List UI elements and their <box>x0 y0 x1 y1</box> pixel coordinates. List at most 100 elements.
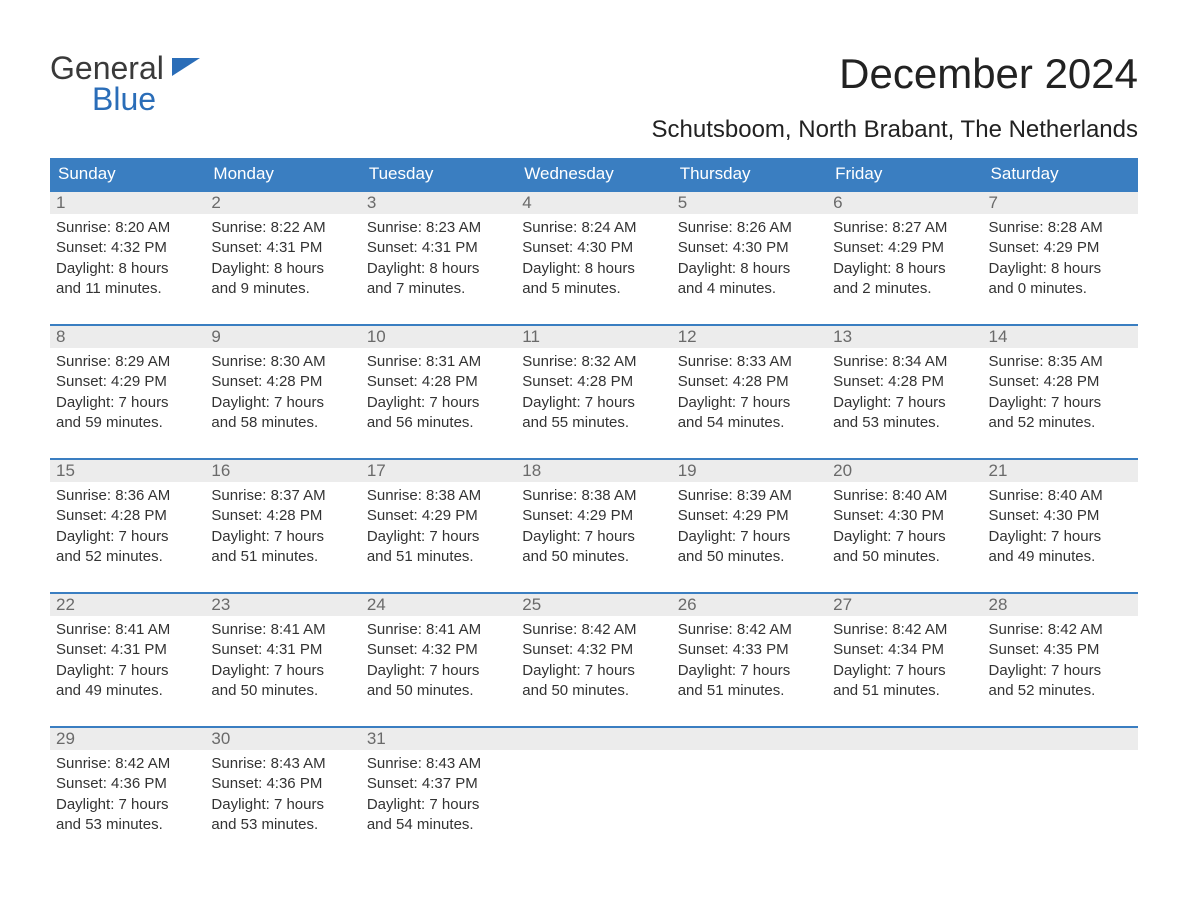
day-content-row: Sunrise: 8:36 AMSunset: 4:28 PMDaylight:… <box>50 482 1138 586</box>
day-number: 28 <box>983 594 1138 616</box>
sunset-text: Sunset: 4:28 PM <box>833 372 976 392</box>
month-title: December 2024 <box>652 50 1139 98</box>
sunset-text: Sunset: 4:28 PM <box>56 506 199 526</box>
day-number: 17 <box>361 460 516 482</box>
calendar-page: General Blue December 2024 Schutsboom, N… <box>0 0 1188 884</box>
day-number: 29 <box>50 728 205 750</box>
sunrise-text: Sunrise: 8:37 AM <box>211 486 354 506</box>
flag-icon <box>172 58 202 85</box>
day-number: 12 <box>672 326 827 348</box>
sunset-text: Sunset: 4:29 PM <box>989 238 1132 258</box>
sunset-text: Sunset: 4:31 PM <box>56 640 199 660</box>
sunrise-text: Sunrise: 8:40 AM <box>989 486 1132 506</box>
daylight-line-1: Daylight: 7 hours <box>367 661 510 681</box>
day-cell: Sunrise: 8:26 AMSunset: 4:30 PMDaylight:… <box>672 214 827 318</box>
dow-wednesday: Wednesday <box>516 158 671 190</box>
daylight-line-1: Daylight: 7 hours <box>56 795 199 815</box>
week-row: 891011121314Sunrise: 8:29 AMSunset: 4:29… <box>50 324 1138 452</box>
daylight-line-1: Daylight: 7 hours <box>678 527 821 547</box>
sunset-text: Sunset: 4:28 PM <box>522 372 665 392</box>
daylight-line-1: Daylight: 7 hours <box>211 661 354 681</box>
dow-saturday: Saturday <box>983 158 1138 190</box>
daylight-line-1: Daylight: 7 hours <box>833 527 976 547</box>
daylight-line-2: and 54 minutes. <box>678 413 821 433</box>
sunrise-text: Sunrise: 8:36 AM <box>56 486 199 506</box>
sunrise-text: Sunrise: 8:42 AM <box>678 620 821 640</box>
sunset-text: Sunset: 4:28 PM <box>989 372 1132 392</box>
sunrise-text: Sunrise: 8:42 AM <box>989 620 1132 640</box>
day-number <box>672 728 827 750</box>
header: General Blue December 2024 Schutsboom, N… <box>50 50 1138 144</box>
sunset-text: Sunset: 4:32 PM <box>522 640 665 660</box>
daylight-line-2: and 51 minutes. <box>833 681 976 701</box>
day-content-row: Sunrise: 8:20 AMSunset: 4:32 PM Daylight:… <box>50 214 1138 318</box>
daylight-line-2: and 4 minutes. <box>678 279 821 299</box>
day-cell: Sunrise: 8:27 AMSunset: 4:29 PMDaylight:… <box>827 214 982 318</box>
daylight-line-1: Daylight: 7 hours <box>989 393 1132 413</box>
day-cell: Sunrise: 8:43 AMSunset: 4:37 PMDaylight:… <box>361 750 516 854</box>
daylight-line-2: and 53 minutes. <box>56 815 199 835</box>
day-number: 6 <box>827 192 982 214</box>
sunset-text: Sunset: 4:31 PM <box>211 640 354 660</box>
day-cell: Sunrise: 8:38 AMSunset: 4:29 PMDaylight:… <box>361 482 516 586</box>
sunrise-text: Sunrise: 8:20 AM <box>56 218 199 238</box>
daylight-line-2: and 58 minutes. <box>211 413 354 433</box>
day-number: 9 <box>205 326 360 348</box>
daylight-line-2: and 52 minutes. <box>56 547 199 567</box>
day-number: 8 <box>50 326 205 348</box>
day-number: 14 <box>983 326 1138 348</box>
sunrise-text: Sunrise: 8:41 AM <box>367 620 510 640</box>
sunrise-text: Sunrise: 8:23 AM <box>367 218 510 238</box>
daylight-line-1: Daylight: 7 hours <box>522 661 665 681</box>
brand-logo: General Blue <box>50 50 202 118</box>
sunset-text: Sunset: 4:35 PM <box>989 640 1132 660</box>
daylight-line-1: Daylight: 7 hours <box>56 661 199 681</box>
day-cell: Sunrise: 8:42 AMSunset: 4:36 PMDaylight:… <box>50 750 205 854</box>
sunrise-text: Sunrise: 8:32 AM <box>522 352 665 372</box>
brand-word-2: Blue <box>92 81 164 118</box>
sunrise-text: Sunrise: 8:43 AM <box>211 754 354 774</box>
day-number: 10 <box>361 326 516 348</box>
day-number: 18 <box>516 460 671 482</box>
day-number: 3 <box>361 192 516 214</box>
day-number: 5 <box>672 192 827 214</box>
day-number: 7 <box>983 192 1138 214</box>
daylight-line-1: Daylight: 7 hours <box>211 393 354 413</box>
sunset-text: Sunset: 4:29 PM <box>367 506 510 526</box>
day-cell: Sunrise: 8:33 AMSunset: 4:28 PMDaylight:… <box>672 348 827 452</box>
daylight-line-1: Daylight: 7 hours <box>56 527 199 547</box>
sunrise-text: Sunrise: 8:43 AM <box>367 754 510 774</box>
sunrise-text: Sunrise: 8:38 AM <box>522 486 665 506</box>
daylight-line-2: and 49 minutes. <box>989 547 1132 567</box>
sunset-text: Sunset: 4:30 PM <box>678 238 821 258</box>
sunset-text: Sunset: 4:30 PM <box>833 506 976 526</box>
daylight-line-2: and 51 minutes. <box>367 547 510 567</box>
weeks-container: 1234567Sunrise: 8:20 AMSunset: 4:32 PMDa… <box>50 190 1138 854</box>
day-number-row: 1234567 <box>50 192 1138 214</box>
daylight-line-2: and 2 minutes. <box>833 279 976 299</box>
sunrise-text: Sunrise: 8:41 AM <box>211 620 354 640</box>
day-cell <box>983 750 1138 854</box>
daylight-line-1: Daylight: 7 hours <box>367 795 510 815</box>
daylight-line-2: and 49 minutes. <box>56 681 199 701</box>
sunset-text: Sunset: 4:30 PM <box>522 238 665 258</box>
week-row: 1234567 Sunrise: 8:20 AMSunset: 4:32 PM Da… <box>50 190 1138 318</box>
sunrise-text: Sunrise: 8:41 AM <box>56 620 199 640</box>
daylight-line-2: and 50 minutes. <box>522 547 665 567</box>
day-cell: Sunrise: 8:41 AMSunset: 4:31 PMDaylight:… <box>205 616 360 720</box>
day-cell: Sunrise: 8:30 AMSunset: 4:28 PMDaylight:… <box>205 348 360 452</box>
day-cell <box>516 750 671 854</box>
sunrise-text: Sunrise: 8:26 AM <box>678 218 821 238</box>
day-cell: Sunrise: 8:29 AMSunset: 4:29 PMDaylight:… <box>50 348 205 452</box>
dow-sunday: Sunday <box>50 158 205 190</box>
sunset-text: Sunset: 4:32 PM <box>56 238 199 258</box>
sunrise-text: Sunrise: 8:24 AM <box>522 218 665 238</box>
daylight-line-1: Daylight: 8 hours <box>989 259 1132 279</box>
sunrise-text: Sunrise: 8:34 AM <box>833 352 976 372</box>
day-cell: Sunrise: 8:41 AMSunset: 4:32 PMDaylight:… <box>361 616 516 720</box>
daylight-line-2: and 52 minutes. <box>989 413 1132 433</box>
sunset-text: Sunset: 4:29 PM <box>678 506 821 526</box>
sunrise-text: Sunrise: 8:33 AM <box>678 352 821 372</box>
day-number: 30 <box>205 728 360 750</box>
sunrise-text: Sunrise: 8:39 AM <box>678 486 821 506</box>
